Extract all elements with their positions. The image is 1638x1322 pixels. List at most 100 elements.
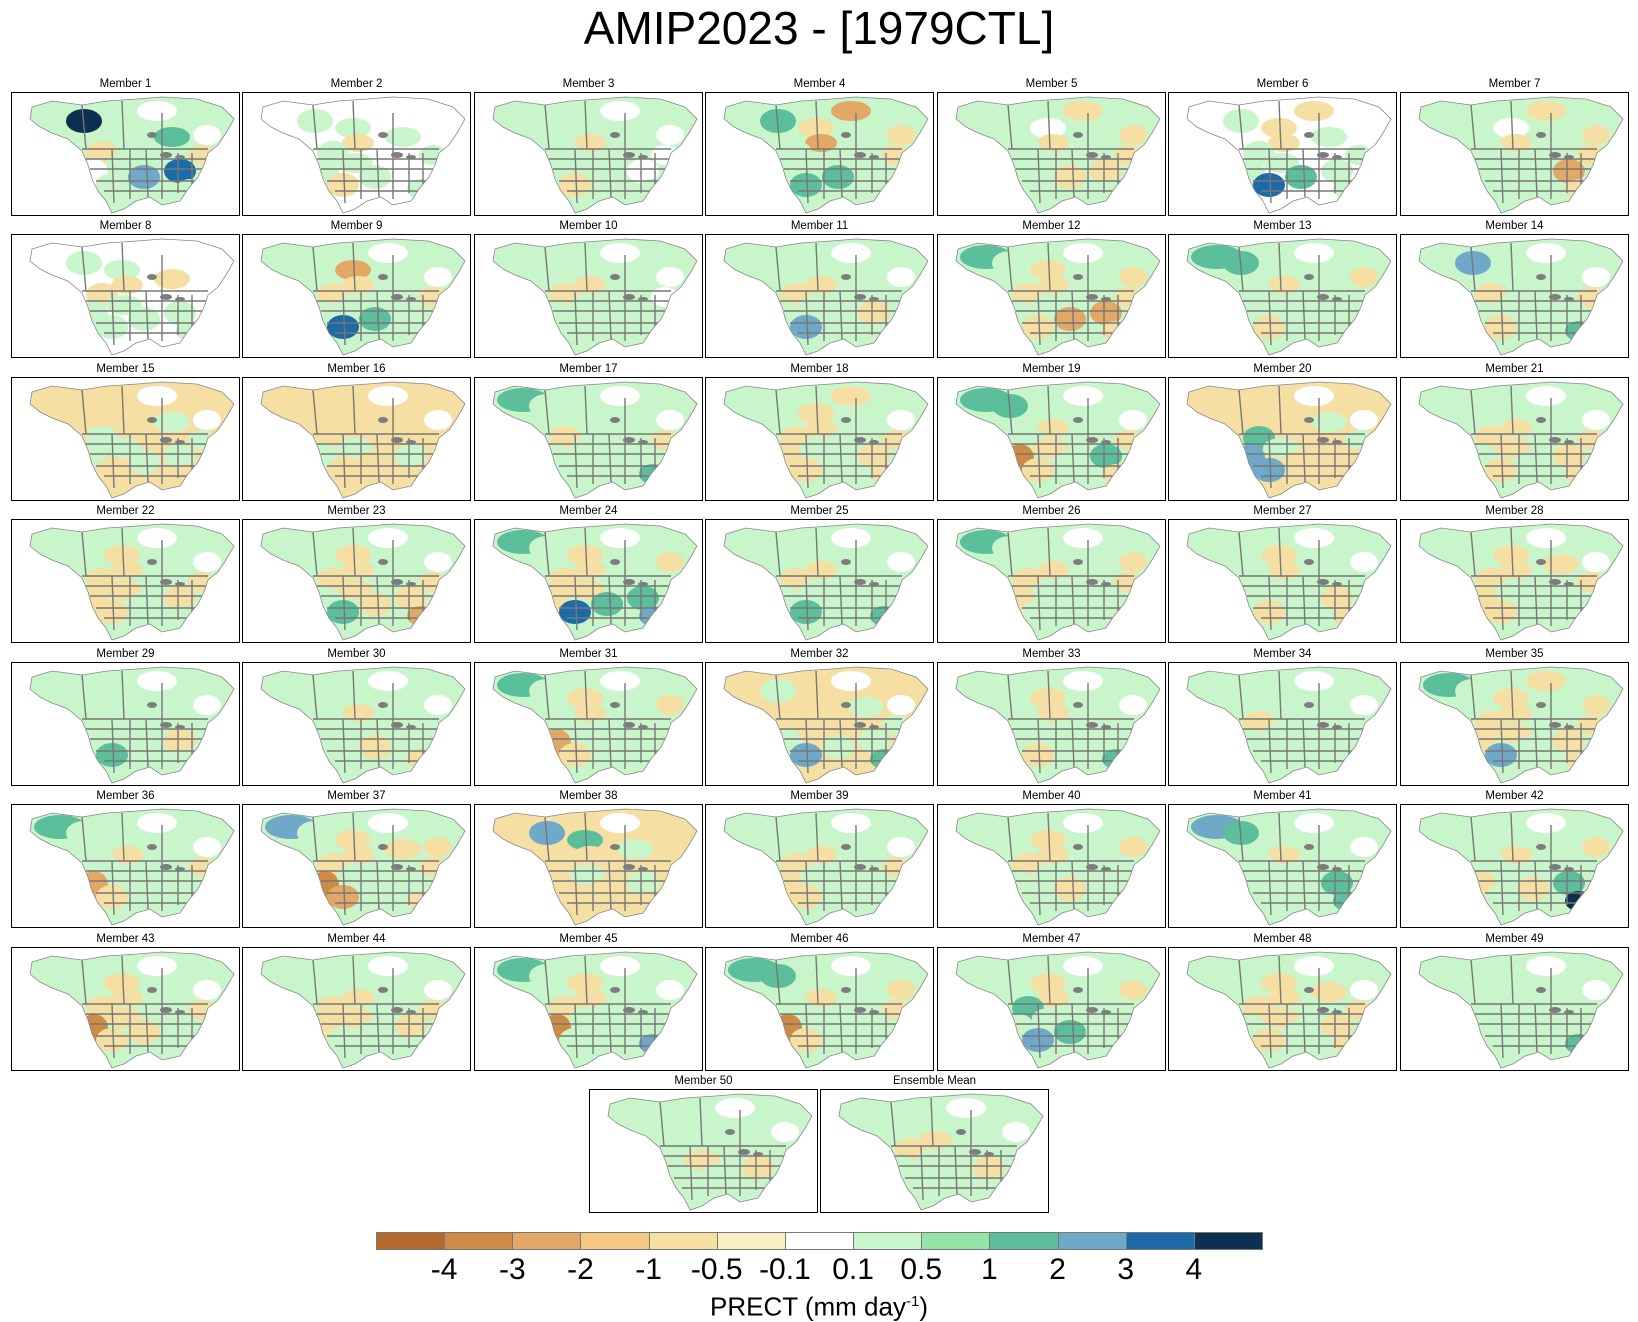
anomaly-region xyxy=(1063,386,1103,406)
lake xyxy=(1086,294,1098,300)
political-boundary xyxy=(805,718,809,774)
anomaly-region xyxy=(848,839,884,859)
political-boundary xyxy=(342,148,346,204)
political-boundary xyxy=(1268,718,1272,774)
anomaly-region xyxy=(337,438,373,458)
anomaly-region xyxy=(617,839,653,859)
precip-anomaly-map xyxy=(11,377,240,501)
anomaly-region xyxy=(1119,695,1147,715)
anomaly-region xyxy=(407,606,435,626)
panel-title: Ensemble Mean xyxy=(892,1075,977,1087)
coastline xyxy=(955,238,1161,356)
political-boundary xyxy=(574,433,578,489)
anomaly-region xyxy=(1526,813,1566,833)
colorbar-label-close: ) xyxy=(919,1291,928,1322)
colorbar-tick-label: -1 xyxy=(635,1253,662,1286)
anomaly-region xyxy=(424,267,452,287)
anomaly-region xyxy=(805,846,837,864)
anomaly-region xyxy=(1565,1034,1593,1054)
anomaly-region xyxy=(1263,580,1299,600)
anomaly-region xyxy=(1063,671,1103,691)
anomaly-region xyxy=(1261,260,1297,280)
anomaly-region xyxy=(574,419,606,437)
political-boundary xyxy=(608,575,612,625)
anomaly-region xyxy=(1268,276,1300,294)
anomaly-region xyxy=(424,410,452,430)
political-boundary xyxy=(1510,527,1514,577)
precip-anomaly-map xyxy=(1168,92,1397,216)
lake xyxy=(1564,155,1574,159)
lake xyxy=(147,987,157,993)
lake xyxy=(1304,274,1314,280)
political-boundary xyxy=(839,860,843,910)
anomaly-region xyxy=(627,301,659,325)
anomaly-region xyxy=(1311,269,1347,289)
anomaly-region xyxy=(1030,403,1066,423)
political-boundary xyxy=(1037,290,1041,346)
political-boundary xyxy=(1047,670,1051,720)
anomaly-region xyxy=(104,688,140,708)
anomaly-region xyxy=(385,412,421,432)
anomaly-region xyxy=(1526,386,1566,406)
lake xyxy=(147,417,157,423)
lake xyxy=(147,702,157,708)
anomaly-region xyxy=(1333,321,1361,341)
anomaly-region xyxy=(870,321,898,341)
coastline xyxy=(1418,666,1624,784)
anomaly-region xyxy=(848,127,884,147)
anomaly-region xyxy=(1350,125,1378,145)
coastline xyxy=(492,808,698,926)
anomaly-region xyxy=(569,1008,605,1028)
anomaly-region xyxy=(164,159,196,183)
political-boundary xyxy=(574,575,578,631)
colorbar-tick-label: 1 xyxy=(981,1253,998,1286)
political-boundary xyxy=(815,385,819,435)
anomaly-region xyxy=(559,173,591,197)
anomaly-region xyxy=(1102,891,1130,911)
panel-title: Member 27 xyxy=(1253,505,1312,517)
political-boundary xyxy=(1510,100,1514,150)
anomaly-region xyxy=(1119,980,1147,1000)
anomaly-region xyxy=(342,561,374,579)
political-boundary xyxy=(1534,148,1538,198)
map-panel: Member 30 xyxy=(242,647,471,786)
anomaly-region xyxy=(805,134,837,152)
coastline xyxy=(29,523,235,641)
political-boundary xyxy=(584,385,588,435)
anomaly-region xyxy=(1493,830,1529,850)
panel-title: Member 38 xyxy=(559,790,618,802)
political-boundary xyxy=(805,1003,809,1059)
lake xyxy=(1332,867,1342,871)
political-boundary xyxy=(342,575,346,631)
anomaly-region xyxy=(1582,695,1610,715)
lake xyxy=(1086,722,1098,728)
anomaly-region xyxy=(1517,592,1549,616)
anomaly-region xyxy=(800,1008,836,1028)
lake xyxy=(378,132,388,138)
anomaly-region xyxy=(164,729,196,753)
anomaly-region xyxy=(567,830,603,850)
political-boundary xyxy=(342,860,346,916)
anomaly-region xyxy=(800,438,836,458)
anomaly-region xyxy=(106,295,142,315)
anomaly-region xyxy=(128,307,160,331)
map-panel: Member 48 xyxy=(1168,932,1397,1071)
panel-title: Member 44 xyxy=(327,933,386,945)
lake xyxy=(869,155,879,159)
anomaly-region xyxy=(1037,846,1069,864)
anomaly-region xyxy=(1321,1014,1353,1038)
lake xyxy=(1317,722,1329,728)
map-panel: Member 34 xyxy=(1168,647,1397,786)
political-boundary xyxy=(815,527,819,577)
political-boundary xyxy=(1007,959,1013,1005)
map-panel: Member 12 xyxy=(937,219,1166,358)
anomaly-region xyxy=(1022,743,1054,767)
map-panel: Member 6 xyxy=(1168,77,1397,216)
panel-title: Member 33 xyxy=(1022,648,1081,660)
anomaly-region xyxy=(1350,695,1378,715)
anomaly-region xyxy=(858,586,890,610)
political-boundary xyxy=(1302,433,1306,483)
colorbar-tick-label: 0.1 xyxy=(832,1253,874,1286)
coastline xyxy=(1418,523,1624,641)
colorbar-label: PRECT (mm day-1) xyxy=(0,1287,1638,1322)
